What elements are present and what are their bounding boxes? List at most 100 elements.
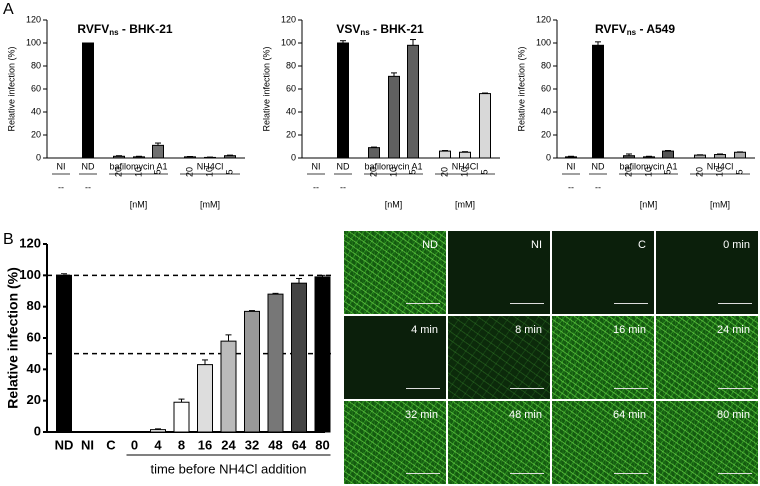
unit-label: [nM] — [130, 199, 148, 209]
x-tick-label: 20 — [113, 167, 123, 177]
y-tick-label: 20 — [31, 129, 41, 139]
tile-label: 80 min — [716, 409, 750, 421]
unit-label: [mM] — [455, 199, 475, 209]
x-tick-label: NI — [57, 161, 66, 171]
y-tick-label: 60 — [286, 83, 296, 93]
y-tick-label: 80 — [27, 298, 41, 313]
bar — [734, 151, 746, 159]
title-sub: ns — [627, 28, 637, 37]
x-tick-label: ND — [337, 161, 350, 171]
panel-label: B — [3, 231, 14, 248]
y-axis-label: Relative infection (%) — [6, 46, 16, 131]
title-rest: - BHK-21 — [370, 22, 424, 36]
x-tick-label: C — [106, 437, 116, 452]
bar — [184, 156, 196, 159]
x-tick-label: 24 — [221, 437, 236, 452]
bar — [267, 293, 284, 433]
bar — [244, 310, 260, 433]
tile-label: 32 min — [404, 409, 438, 421]
chart-title: VSVns - BHK-21 — [336, 22, 424, 37]
micrograph: ND — [344, 231, 446, 314]
x-tick-label: 16 — [198, 437, 212, 452]
tile-label: 0 min — [723, 239, 750, 251]
bar — [220, 340, 237, 433]
title-rest: - BHK-21 — [119, 22, 173, 36]
y-tick-label: 120 — [281, 14, 296, 24]
x-tick-label: 20 — [623, 167, 633, 177]
bar — [439, 150, 451, 159]
x-tick-label: 10 — [643, 167, 653, 177]
y-axis-label: Relative infection (%) — [5, 267, 21, 409]
x-tick-label: 4 — [154, 437, 162, 452]
bar — [150, 429, 166, 433]
y-tick-label: 100 — [281, 37, 296, 47]
y-tick-label: 60 — [541, 83, 551, 93]
x-tick-label: 32 — [245, 437, 259, 452]
y-tick-label: 120 — [26, 14, 41, 24]
y-tick-label: 0 — [36, 152, 41, 162]
x-tick-label: 20 — [439, 167, 449, 177]
unit-label: -- — [313, 182, 319, 192]
bar — [368, 147, 380, 159]
bar — [388, 75, 400, 159]
micrograph: 4 min — [344, 316, 446, 399]
title-sub: ns — [360, 28, 370, 37]
x-tick-label: 5 — [407, 169, 417, 174]
unit-label: [mM] — [200, 199, 220, 209]
x-tick-label: ND — [592, 161, 605, 171]
x-tick-label: 5 — [662, 169, 672, 174]
micrograph: C — [552, 231, 654, 314]
y-tick-label: 60 — [27, 329, 41, 344]
title-sub: ns — [109, 28, 119, 37]
bar — [623, 155, 635, 159]
title-rest: - A549 — [636, 22, 675, 36]
micrograph: 0 min — [656, 231, 758, 314]
unit-label: [nM] — [640, 199, 658, 209]
panel-label: A — [3, 1, 14, 18]
bar — [152, 144, 164, 159]
x-tick-label: 20 — [184, 167, 194, 177]
y-tick-label: 20 — [541, 129, 551, 139]
micrograph: 16 min — [552, 316, 654, 399]
x-tick-label: 20 — [368, 167, 378, 177]
x-tick-label: 5 — [152, 169, 162, 174]
y-tick-label: 80 — [286, 60, 296, 70]
tile-label: 4 min — [411, 324, 438, 336]
tile-label: C — [638, 239, 646, 251]
group-label: bafilomycin A1 — [619, 161, 677, 171]
micrograph: 32 min — [344, 401, 446, 484]
bar — [714, 154, 726, 159]
tile-label: 24 min — [716, 324, 750, 336]
y-tick-label: 40 — [541, 106, 551, 116]
bar — [291, 282, 307, 433]
y-tick-label: 40 — [27, 361, 41, 376]
y-tick-label: 120 — [536, 14, 551, 24]
x-tick-label: 10 — [714, 167, 724, 177]
bar — [197, 364, 213, 433]
unit-label: -- — [340, 182, 346, 192]
x-tick-label: NI — [567, 161, 576, 171]
x-tick-label: 5 — [224, 169, 234, 174]
unit-label: [mM] — [710, 199, 730, 209]
tile-label: 48 min — [508, 409, 542, 421]
group-label: bafilomycin A1 — [109, 161, 167, 171]
title-main: RVFV — [595, 22, 627, 36]
bar — [82, 42, 94, 159]
x-tick-label: 10 — [388, 167, 398, 177]
y-tick-label: 40 — [31, 106, 41, 116]
bar — [133, 156, 145, 159]
micrograph: 80 min — [656, 401, 758, 484]
chart-title: RVFVns - BHK-21 — [77, 22, 172, 37]
y-tick-label: 100 — [26, 37, 41, 47]
bar — [694, 154, 706, 159]
chart-title: RVFVns - A549 — [595, 22, 675, 37]
y-tick-label: 20 — [27, 392, 41, 407]
x-axis-label: time before NH4Cl addition — [150, 461, 306, 476]
x-tick-label: 80 — [315, 437, 329, 452]
micrograph: 64 min — [552, 401, 654, 484]
group-label: NH4Cl — [452, 161, 479, 171]
bar — [592, 44, 604, 159]
bar — [662, 150, 674, 159]
bar — [224, 155, 236, 159]
